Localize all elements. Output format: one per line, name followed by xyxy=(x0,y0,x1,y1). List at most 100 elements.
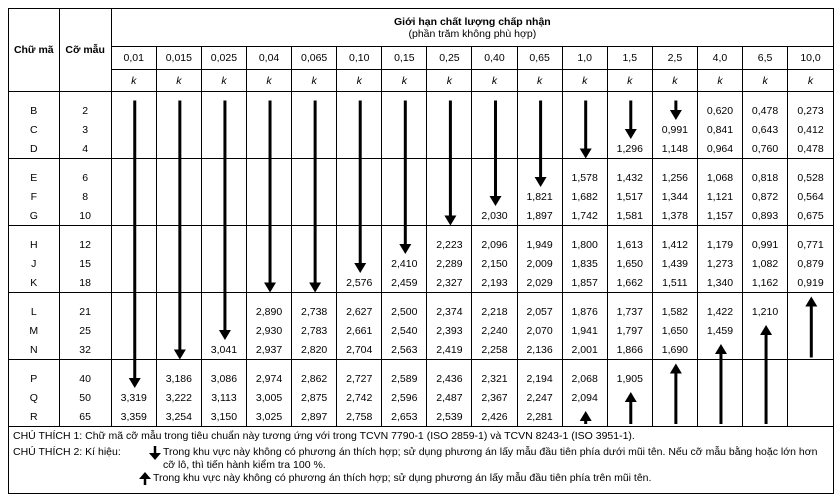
k-value-cell: 3,150 xyxy=(200,407,247,426)
k-value-cell xyxy=(742,359,788,388)
k-value-cell: 0,991 xyxy=(651,120,698,139)
k-value-cell: 2,589 xyxy=(381,359,427,388)
k-value-cell xyxy=(291,273,337,293)
k-value-cell: 2,367 xyxy=(471,388,518,407)
k-value-cell xyxy=(291,91,337,120)
row-group: E 6 1,578 1,432 1,256 1,068 0,818 0,528 F 8 1,821 1… xyxy=(9,158,833,226)
k-value-cell xyxy=(245,120,292,139)
k-value-cell xyxy=(336,91,382,120)
k-value-cell: 2,150 xyxy=(471,254,518,273)
k-header: k xyxy=(651,69,698,92)
k-value-cell xyxy=(110,206,157,226)
code-header: Chữ mã xyxy=(9,9,60,92)
k-value-cell xyxy=(110,292,157,321)
k-value-cell: 2,897 xyxy=(291,407,337,426)
k-value-cell: 2,240 xyxy=(471,321,518,340)
size-cell: 10 xyxy=(58,206,112,226)
aql-header: 10,0 xyxy=(787,46,833,70)
k-value-cell: 2,459 xyxy=(381,273,427,293)
k-value-cell: 1,662 xyxy=(606,273,653,293)
table-row: F 8 1,821 1,682 1,517 1,344 1,121 0,872 0,564 xyxy=(9,187,833,206)
k-value-cell xyxy=(742,340,788,360)
k-value-cell xyxy=(471,187,518,206)
notes: CHÚ THÍCH 1: Chữ mã cỡ mẫu trong tiêu ch… xyxy=(9,426,833,493)
code-cell: E xyxy=(30,172,38,184)
k-value-cell: 3,041 xyxy=(200,340,247,360)
k-value-cell xyxy=(110,340,157,360)
k-value-cell: 2,289 xyxy=(426,254,472,273)
k-value-cell xyxy=(336,187,382,206)
k-value-cell: 1,412 xyxy=(651,225,698,254)
note-2-up: Trong khu vực này không có phương án thí… xyxy=(13,472,829,489)
table-row: N 32 3,041 2,937 2,820 2,704 2,563 2,419 2,258 2,… xyxy=(9,340,833,360)
k-value-cell xyxy=(471,158,518,187)
k-value-cell: 2,218 xyxy=(471,292,518,321)
k-value-cell xyxy=(516,139,563,159)
k-value-cell: 2,487 xyxy=(426,388,472,407)
table-row: K 18 2,576 2,459 2,327 2,193 2,029 1,857 1,662 1,… xyxy=(9,273,833,293)
k-value-cell xyxy=(110,139,157,159)
header-row: Chữ mã Cỡ mẫu Giới hạn chất lượng chấp n… xyxy=(9,9,833,92)
k-value-cell: 1,082 xyxy=(742,254,788,273)
down-arrow-icon xyxy=(149,446,161,460)
table-row: L 21 2,890 2,738 2,627 2,500 2,374 2,218 2,057 1,… xyxy=(9,292,833,321)
k-value-cell: 1,179 xyxy=(696,225,743,254)
k-value-cell: 2,627 xyxy=(336,292,382,321)
k-value-cell: 1,296 xyxy=(606,139,653,159)
k-value-cell: 1,517 xyxy=(606,187,653,206)
k-value-cell: 2,974 xyxy=(245,359,292,388)
k-value-cell: 1,273 xyxy=(696,254,743,273)
k-value-cell xyxy=(155,340,202,360)
table-row: J 15 2,410 2,289 2,150 2,009 1,835 1,650 1,439 1,… xyxy=(9,254,833,273)
k-value-cell: 2,281 xyxy=(516,407,563,426)
k-value-cell: 2,875 xyxy=(291,388,337,407)
k-value-cell xyxy=(651,388,698,407)
up-arrow-text: Trong khu vực này không có phương án thí… xyxy=(153,472,652,484)
k-value-cell: 2,436 xyxy=(426,359,472,388)
k-value-cell: 2,783 xyxy=(291,321,337,340)
k-value-cell: 2,070 xyxy=(516,321,563,340)
k-value-cell xyxy=(787,292,833,321)
k-value-cell: 0,675 xyxy=(787,206,833,226)
code-cell: P xyxy=(30,373,38,385)
title-cell: Giới hạn chất lượng chấp nhận (phần trăm… xyxy=(110,9,833,47)
k-value-cell xyxy=(200,292,247,321)
k-value-cell xyxy=(606,407,653,426)
k-value-cell xyxy=(787,340,833,360)
code-cell: R xyxy=(30,410,38,423)
k-value-cell: 2,068 xyxy=(561,359,608,388)
k-value-cell xyxy=(200,120,247,139)
k-value-cell: 3,319 xyxy=(110,388,157,407)
k-value-cell xyxy=(155,158,202,187)
k-value-cell xyxy=(336,206,382,226)
k-value-cell xyxy=(696,340,743,360)
k-value-cell: 0,643 xyxy=(742,120,788,139)
k-value-cell xyxy=(155,206,202,226)
k-value-cell: 2,194 xyxy=(516,359,563,388)
k-value-cell xyxy=(381,187,427,206)
size-cell: 6 xyxy=(58,158,112,187)
k-value-cell: 2,576 xyxy=(336,273,382,293)
k-value-cell xyxy=(155,139,202,159)
k-header: k xyxy=(606,69,653,92)
k-value-cell: 1,821 xyxy=(516,187,563,206)
aql-header: 0,40 xyxy=(471,46,518,70)
k-value-cell xyxy=(291,120,337,139)
k-value-cell: 1,866 xyxy=(606,340,653,360)
k-value-cell: 2,661 xyxy=(336,321,382,340)
code-cell: Q xyxy=(29,391,38,404)
k-value-cell: 2,321 xyxy=(471,359,518,388)
k-value-cell: 2,247 xyxy=(516,388,563,407)
table-title: Giới hạn chất lượng chấp nhận xyxy=(393,15,551,28)
table-header: Chữ mã Cỡ mẫu Giới hạn chất lượng chấp n… xyxy=(9,9,833,92)
k-value-cell: 1,876 xyxy=(561,292,608,321)
k-value-cell: 1,422 xyxy=(696,292,743,321)
up-icon xyxy=(139,472,153,489)
table-row: B 2 0,620 0,478 0,273 xyxy=(9,91,833,120)
aql-header: 0,65 xyxy=(516,46,563,70)
k-value-cell: 3,359 xyxy=(110,407,157,426)
k-value-cell: 2,426 xyxy=(471,407,518,426)
k-value-cell: 2,704 xyxy=(336,340,382,360)
k-header: k xyxy=(471,69,518,92)
k-value-cell: 1,581 xyxy=(606,206,653,226)
